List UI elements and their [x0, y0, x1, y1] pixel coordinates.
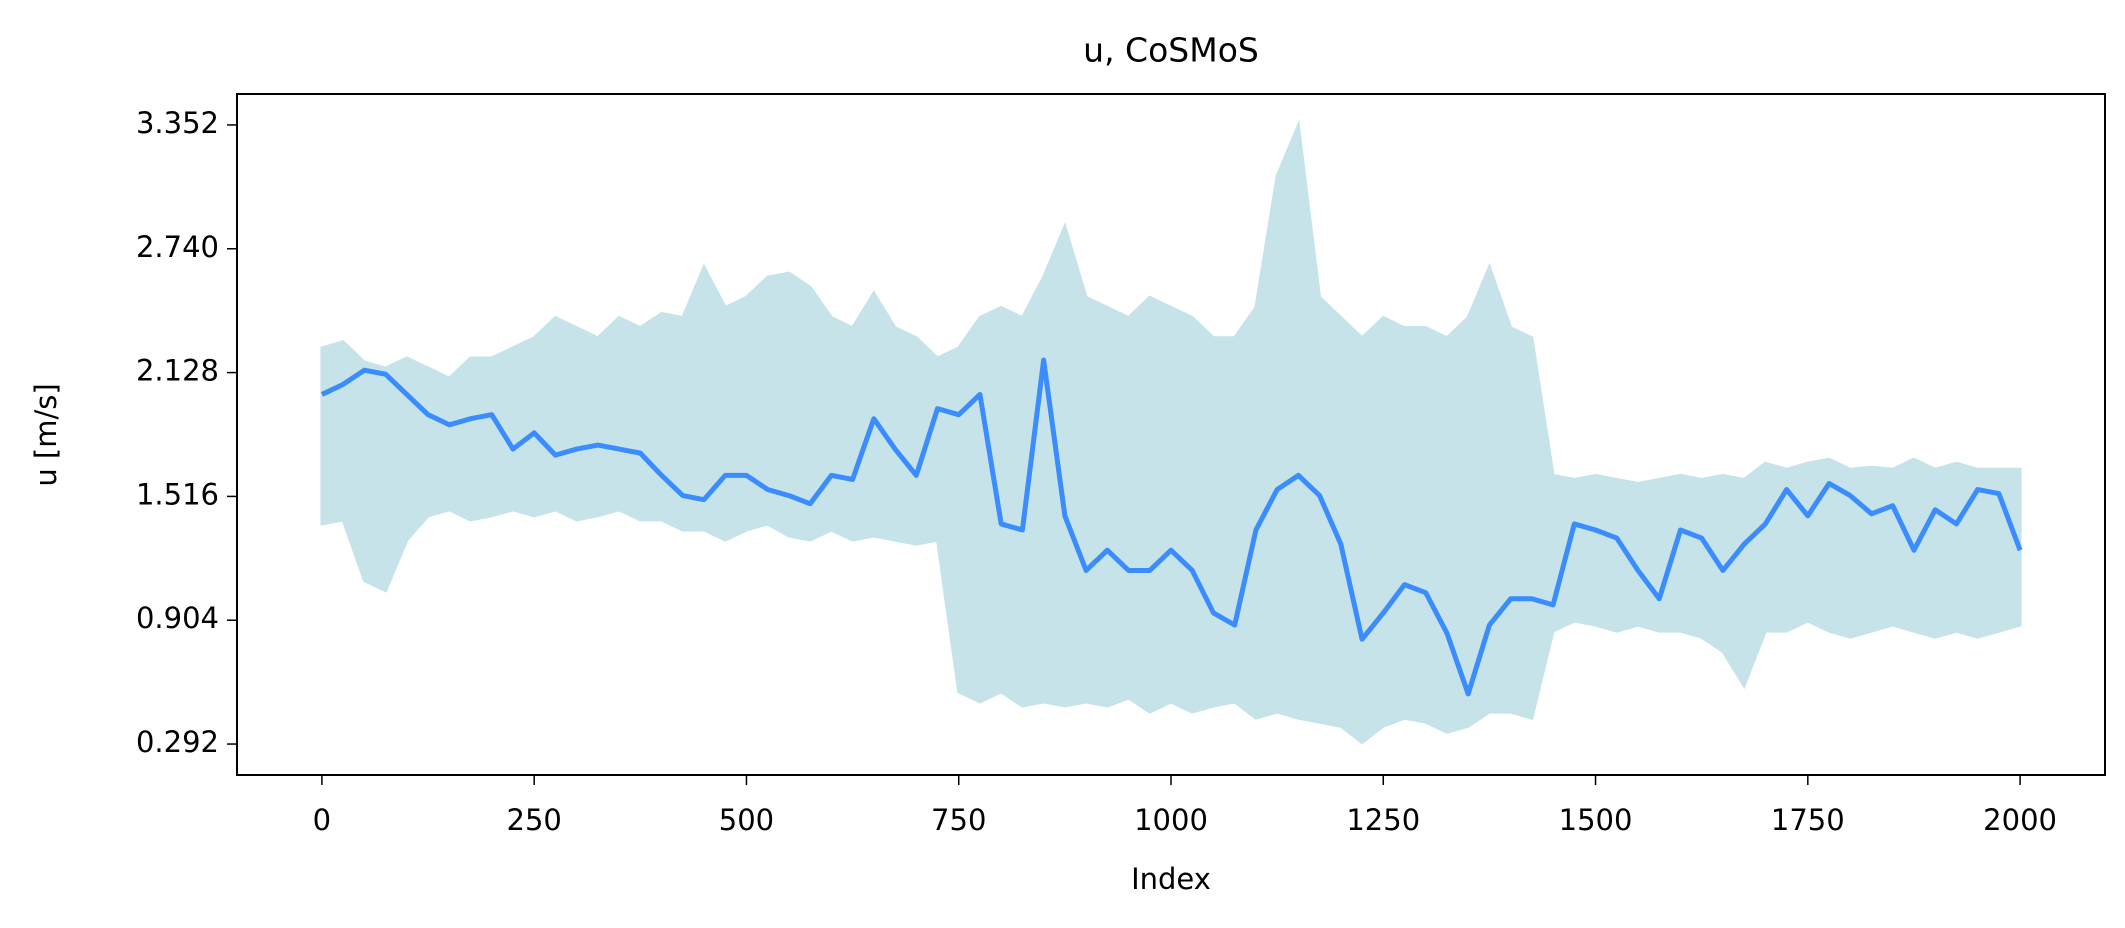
- y-tick-label: 2.740: [136, 230, 219, 264]
- y-tick-label: 2.128: [136, 354, 219, 388]
- x-tick-label: 0: [313, 803, 331, 837]
- x-tick-label: 250: [507, 803, 562, 837]
- y-tick-label: 0.292: [136, 725, 219, 759]
- y-tick-label: 1.516: [136, 477, 219, 511]
- x-tick-label: 2000: [1983, 803, 2057, 837]
- y-axis-label: u [m/s]: [29, 383, 63, 486]
- series-line: [320, 357, 2023, 697]
- x-tick-label: 1500: [1559, 803, 1633, 837]
- x-tick-label: 500: [719, 803, 774, 837]
- ensemble-band: [320, 119, 2022, 745]
- x-tick-label: 1000: [1134, 803, 1208, 837]
- x-tick-label: 1750: [1771, 803, 1845, 837]
- y-tick-label: 3.352: [136, 106, 219, 140]
- x-axis-label: Index: [1131, 862, 1211, 896]
- y-tick-label: 0.904: [136, 601, 219, 635]
- chart-title: u, CoSMoS: [1083, 31, 1259, 70]
- x-tick-label: 750: [931, 803, 986, 837]
- x-tick-label: 1250: [1346, 803, 1420, 837]
